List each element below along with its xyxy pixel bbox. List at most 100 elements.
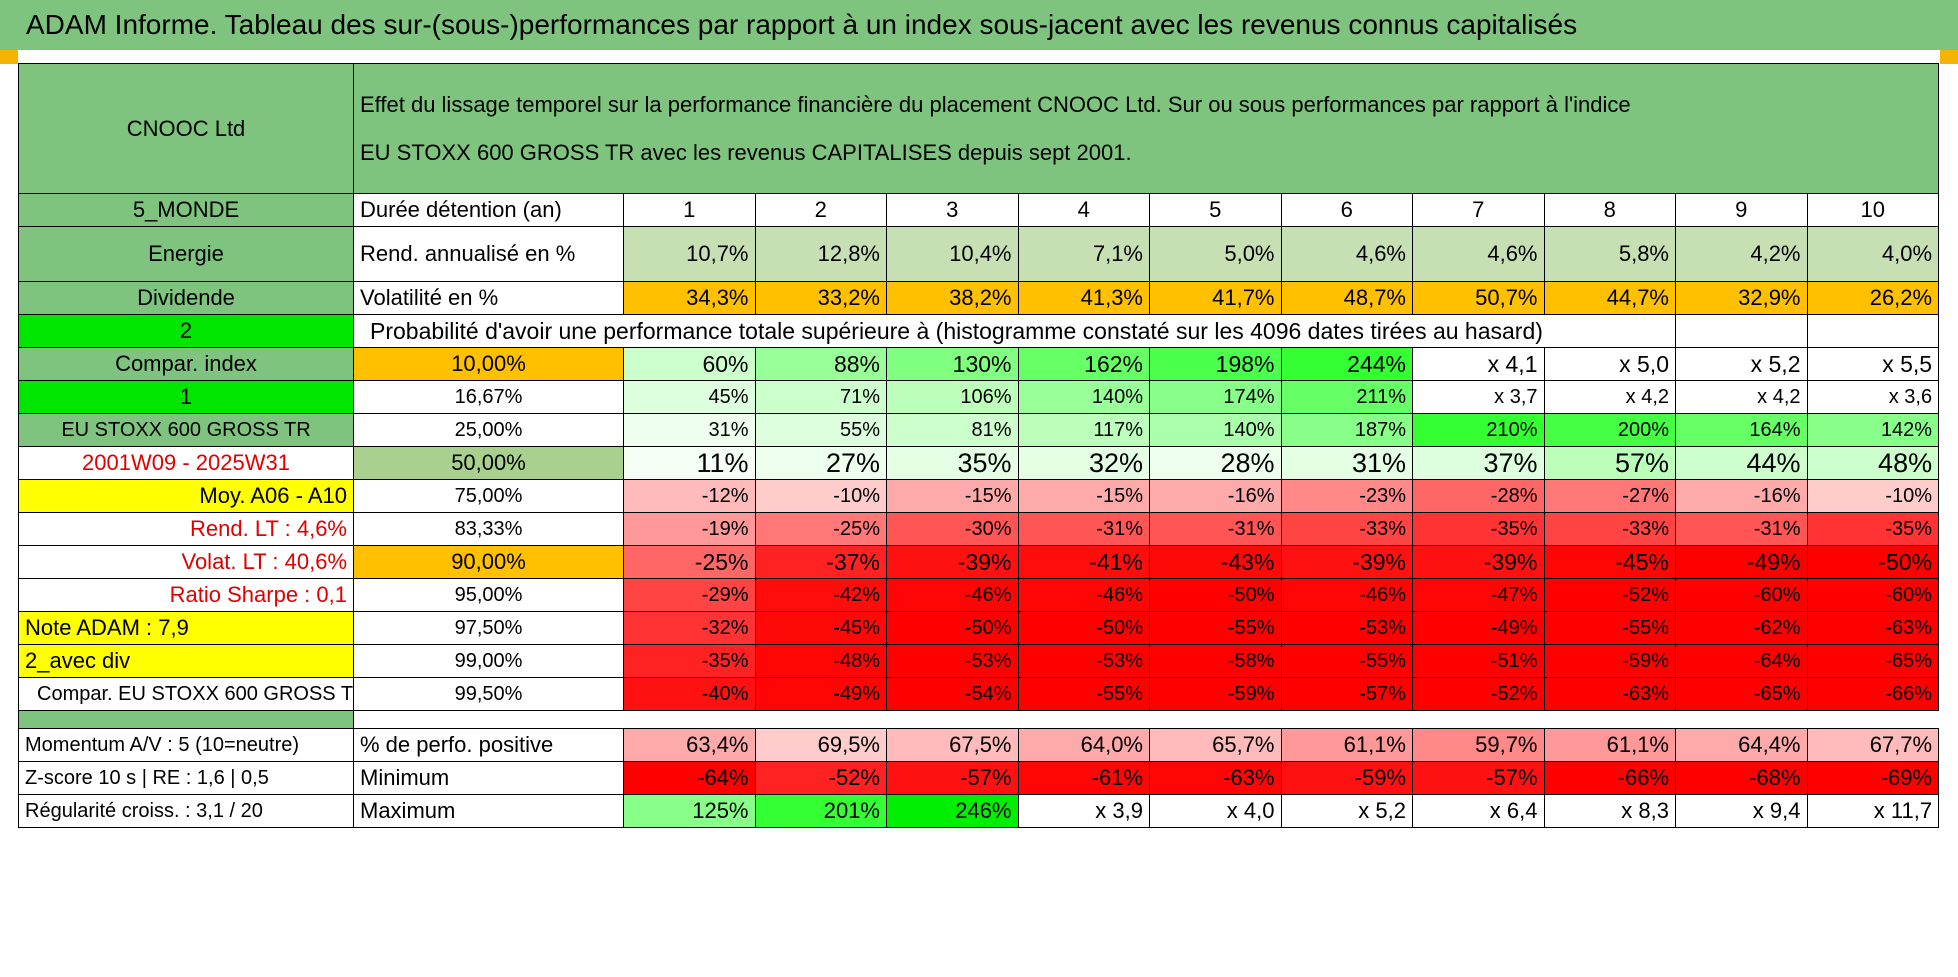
year-header: 4 <box>1017 193 1150 227</box>
quantile-percent: 99,50% <box>353 677 624 711</box>
stats-value: x 8,3 <box>1543 794 1676 828</box>
quantile-value: -16% <box>1675 479 1808 513</box>
quantile-row: Rend. LT : 4,6% 83,33% -19% -25% -30% -31% -31… <box>18 512 1940 546</box>
stats-left-label: Z-score 10 s | RE : 1,6 | 0,5 <box>18 761 354 795</box>
quantile-percent: 95,00% <box>353 578 624 612</box>
year-header: 5 <box>1149 193 1282 227</box>
return-value: 4,6% <box>1280 226 1413 282</box>
volatility-value: 48,7% <box>1280 281 1413 315</box>
stats-value: 246% <box>886 794 1019 828</box>
quantile-value: -46% <box>1280 578 1413 612</box>
year-header: 8 <box>1543 193 1676 227</box>
quantile-value: x 5,0 <box>1543 347 1676 381</box>
quantile-value: -46% <box>1017 578 1150 612</box>
quantile-value: -33% <box>1543 512 1676 546</box>
quantile-value: 142% <box>1806 413 1940 447</box>
stats-value: -68% <box>1675 761 1808 795</box>
quantile-value: -40% <box>623 677 756 711</box>
quantile-value: -31% <box>1675 512 1808 546</box>
quantile-value: -63% <box>1543 677 1676 711</box>
stats-left-label: Momentum A/V : 5 (10=neutre) <box>18 728 354 762</box>
quantile-value: -16% <box>1149 479 1282 513</box>
probability-row: 2 Probabilité d'avoir une performance tot… <box>18 314 1940 348</box>
quantile-value: -55% <box>1543 611 1676 645</box>
quantile-value: -58% <box>1149 644 1282 678</box>
return-value: 4,6% <box>1412 226 1545 282</box>
quantile-value: 35% <box>886 446 1019 480</box>
stats-value: -52% <box>754 761 887 795</box>
description-line-2: EU STOXX 600 GROSS TR avec les revenus C… <box>360 139 1132 165</box>
quantile-value: -65% <box>1806 644 1940 678</box>
quantile-value: 211% <box>1280 380 1413 414</box>
selector-1: 2 <box>18 314 354 348</box>
return-value: 10,4% <box>886 226 1019 282</box>
table-description: Effet du lissage temporel sur la perform… <box>352 63 1940 194</box>
quantile-value: 32% <box>1017 446 1150 480</box>
stats-value: 67,5% <box>886 728 1019 762</box>
quantile-value: -50% <box>1806 545 1940 579</box>
quantile-value: -28% <box>1412 479 1545 513</box>
separator-left <box>18 710 354 729</box>
stats-value: -64% <box>623 761 756 795</box>
stats-value: -57% <box>1412 761 1545 795</box>
quantile-value: 244% <box>1280 347 1413 381</box>
quantile-value: -60% <box>1675 578 1808 612</box>
quantile-value: -63% <box>1806 611 1940 645</box>
quantile-value: 57% <box>1543 446 1676 480</box>
quantile-value: -41% <box>1017 545 1150 579</box>
quantile-row: Volat. LT : 40,6% 90,00% -25% -37% -39% -41% -… <box>18 545 1940 579</box>
stats-value: x 3,9 <box>1017 794 1150 828</box>
stats-label: Maximum <box>353 794 624 828</box>
annualized-return-row: Energie Rend. annualisé en % 10,7% 12,8% 10,… <box>18 226 1940 282</box>
quantile-value: 187% <box>1280 413 1413 447</box>
quantile-percent: 97,50% <box>353 611 624 645</box>
index-name-label: EU STOXX 600 GROSS TR <box>18 413 354 447</box>
year-header: 10 <box>1806 193 1940 227</box>
quantile-value: x 3,7 <box>1412 380 1545 414</box>
quantile-value: 28% <box>1149 446 1282 480</box>
quantile-value: -27% <box>1543 479 1676 513</box>
stats-value: 64,0% <box>1017 728 1150 762</box>
quantile-percent: 99,00% <box>353 644 624 678</box>
period-label: 2001W09 - 2025W31 <box>18 446 354 480</box>
empty-cell <box>1675 314 1808 348</box>
stats-value: 63,4% <box>623 728 756 762</box>
stats-left-label: Régularité croiss. : 3,1 / 20 <box>18 794 354 828</box>
quantile-value: -64% <box>1675 644 1808 678</box>
quantile-value: 164% <box>1675 413 1808 447</box>
quantile-percent: 25,00% <box>353 413 624 447</box>
quantile-value: -49% <box>754 677 887 711</box>
quantile-value: -62% <box>1675 611 1808 645</box>
quantile-value: 11% <box>623 446 756 480</box>
quantile-value: x 3,6 <box>1806 380 1940 414</box>
stats-value: 69,5% <box>754 728 887 762</box>
quantile-value: -66% <box>1806 677 1940 711</box>
quantile-value: 140% <box>1017 380 1150 414</box>
quantile-row: 1 16,67% 45% 71% 106% 140% 174% 211% x 3,7 x 4,2 x… <box>18 380 1940 414</box>
long-term-return-label: Rend. LT : 4,6% <box>18 512 354 546</box>
quantile-value: -57% <box>1280 677 1413 711</box>
separator-row <box>18 710 1939 729</box>
return-value: 7,1% <box>1017 226 1150 282</box>
volatility-value: 34,3% <box>623 281 756 315</box>
quantile-value: 27% <box>754 446 887 480</box>
quantile-value: 48% <box>1806 446 1940 480</box>
selector-2: 1 <box>18 380 354 414</box>
return-value: 4,2% <box>1675 226 1808 282</box>
volatility-row: Dividende Volatilité en % 34,3% 33,2% 38,2% 4… <box>18 281 1940 315</box>
quantile-row: Note ADAM : 7,9 97,50% -32% -45% -50% -50% -55… <box>18 611 1940 645</box>
quantile-value: -59% <box>1149 677 1282 711</box>
quantile-value: -39% <box>1280 545 1413 579</box>
quantile-row: 2_avec div 99,00% -35% -48% -53% -53% -58% -55%… <box>18 644 1940 678</box>
quantile-value: 88% <box>754 347 887 381</box>
quantile-value: -15% <box>1017 479 1150 513</box>
quantile-value: -59% <box>1543 644 1676 678</box>
company-name: CNOOC Ltd <box>18 63 354 194</box>
stats-value: x 6,4 <box>1412 794 1545 828</box>
quantile-value: 162% <box>1017 347 1150 381</box>
quantile-row: Moy. A06 - A10 75,00% -12% -10% -15% -15% -16%… <box>18 479 1940 513</box>
quantile-value: -47% <box>1412 578 1545 612</box>
quantile-value: x 4,2 <box>1675 380 1808 414</box>
quantile-row: 2001W09 - 2025W31 50,00% 11% 27% 35% 32% 28% 31… <box>18 446 1940 480</box>
quantile-percent: 50,00% <box>353 446 624 480</box>
